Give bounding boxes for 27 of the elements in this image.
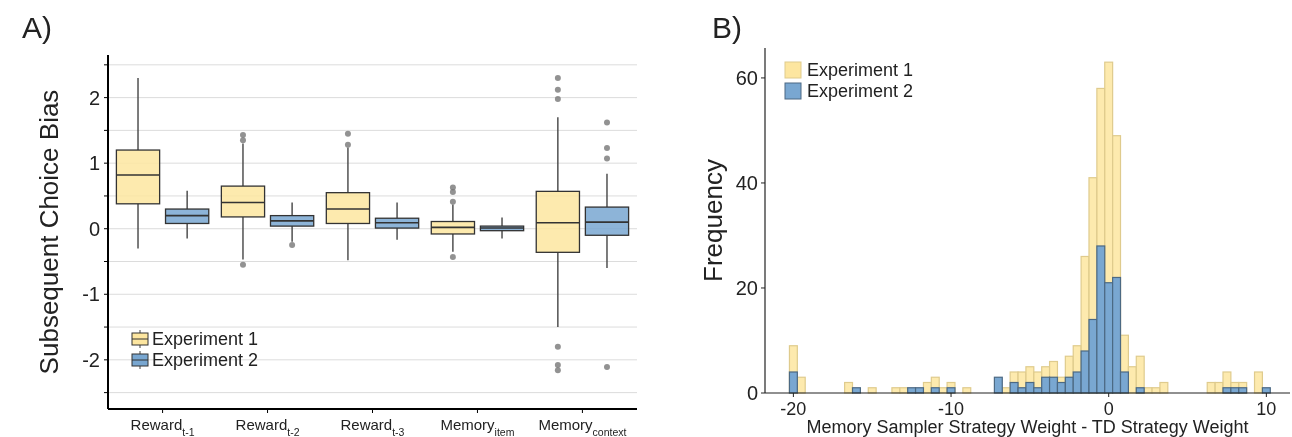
y-tick-label: -2	[82, 348, 100, 371]
y-axis-title: Frequency	[698, 159, 728, 282]
y-tick-label: 20	[735, 276, 758, 299]
x-tick-label: Reward$_{t-3}$	[340, 416, 405, 437]
y-tick-label: 60	[735, 66, 758, 89]
legend-label: Experiment 1	[152, 329, 259, 349]
legend-label: Experiment 2	[152, 350, 259, 370]
chart-title: B)	[712, 11, 742, 44]
x-tick-label: -20	[780, 399, 807, 419]
y-tick-label: 2	[88, 86, 100, 109]
y-tick-label: 0	[746, 382, 758, 404]
x-axis-title: Memory Sampler Strategy Weight - TD Strategy Weight	[806, 417, 1249, 437]
legend-label: Experiment 2	[807, 81, 914, 101]
x-tick-label: Memory$_{context}$	[538, 416, 627, 437]
y-tick-label: 0	[88, 217, 100, 240]
legend-label: Experiment 1	[807, 60, 914, 80]
y-axis-title: Subsequent Choice Bias	[34, 89, 64, 375]
y-tick-label: 1	[88, 152, 100, 175]
x-tick-label: 10	[1256, 399, 1277, 419]
x-tick-label: Memory$_{item}$	[440, 416, 515, 437]
x-tick-label: Reward$_{t-2}$	[235, 416, 300, 437]
y-tick-label: 40	[735, 171, 758, 194]
x-tick-label: -10	[938, 399, 965, 419]
chart-title: A)	[22, 11, 52, 44]
x-tick-label: 0	[1103, 399, 1114, 419]
y-tick-label: -1	[82, 283, 100, 306]
x-tick-label: Reward$_{t-1}$	[130, 416, 195, 437]
